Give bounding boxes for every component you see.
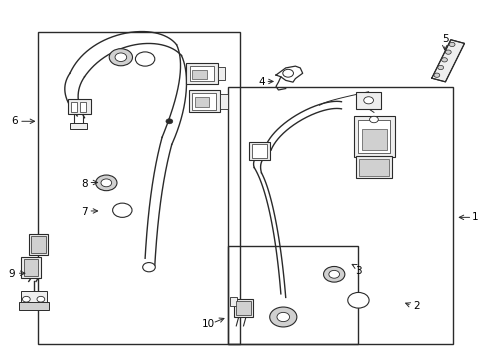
Bar	[353, 116, 394, 157]
Bar	[19, 302, 49, 310]
Bar	[252, 144, 266, 158]
Bar	[192, 71, 206, 79]
Bar	[31, 236, 45, 253]
Text: 4: 4	[258, 77, 264, 87]
Bar	[192, 93, 216, 110]
Text: 3: 3	[354, 266, 361, 276]
Circle shape	[448, 42, 454, 46]
Circle shape	[445, 50, 450, 54]
Bar	[249, 142, 269, 161]
Circle shape	[142, 262, 155, 272]
Bar	[39, 32, 239, 344]
Text: 5: 5	[442, 35, 448, 44]
Polygon shape	[431, 40, 464, 82]
Circle shape	[437, 66, 443, 69]
Bar	[70, 123, 87, 129]
Bar	[227, 87, 452, 344]
Bar	[236, 301, 250, 315]
Circle shape	[276, 312, 289, 321]
Circle shape	[369, 116, 378, 123]
Bar	[355, 156, 391, 178]
Circle shape	[22, 296, 30, 302]
Circle shape	[101, 179, 111, 187]
Circle shape	[347, 292, 368, 308]
Text: 8: 8	[81, 179, 88, 189]
Circle shape	[37, 296, 45, 302]
Text: 10: 10	[201, 319, 214, 329]
Bar	[359, 159, 388, 176]
Text: 7: 7	[81, 207, 88, 217]
Circle shape	[135, 52, 155, 66]
Circle shape	[109, 49, 132, 66]
Circle shape	[363, 97, 373, 104]
Circle shape	[165, 119, 172, 124]
Bar	[355, 92, 381, 109]
Bar	[29, 234, 48, 255]
Bar	[358, 120, 389, 153]
Text: 6: 6	[11, 116, 18, 126]
Bar	[189, 66, 214, 81]
Bar	[67, 99, 91, 114]
Text: 2: 2	[412, 301, 419, 311]
Text: 9: 9	[8, 269, 15, 279]
Bar	[220, 94, 227, 109]
Text: 1: 1	[470, 212, 477, 222]
Bar	[21, 257, 41, 278]
Circle shape	[112, 203, 132, 217]
Bar	[233, 299, 253, 317]
Circle shape	[441, 58, 447, 62]
Bar	[20, 291, 47, 303]
Bar	[362, 129, 386, 150]
Bar	[194, 98, 209, 107]
Circle shape	[323, 266, 344, 282]
Circle shape	[328, 270, 339, 278]
Bar	[217, 67, 224, 80]
Circle shape	[433, 73, 439, 77]
Bar	[71, 102, 77, 112]
Bar	[188, 90, 220, 112]
Circle shape	[282, 69, 293, 77]
Circle shape	[96, 175, 117, 191]
Bar	[80, 102, 86, 112]
Bar	[24, 259, 39, 276]
Bar	[227, 246, 358, 344]
Circle shape	[115, 53, 126, 62]
Bar	[186, 63, 217, 84]
Bar	[229, 297, 237, 306]
Circle shape	[269, 307, 296, 327]
